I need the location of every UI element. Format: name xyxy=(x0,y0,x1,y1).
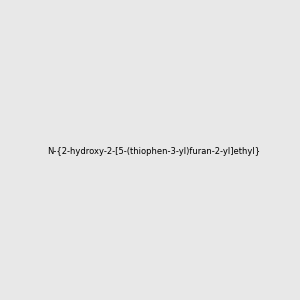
Text: N-{2-hydroxy-2-[5-(thiophen-3-yl)furan-2-yl]ethyl}: N-{2-hydroxy-2-[5-(thiophen-3-yl)furan-2… xyxy=(47,147,260,156)
